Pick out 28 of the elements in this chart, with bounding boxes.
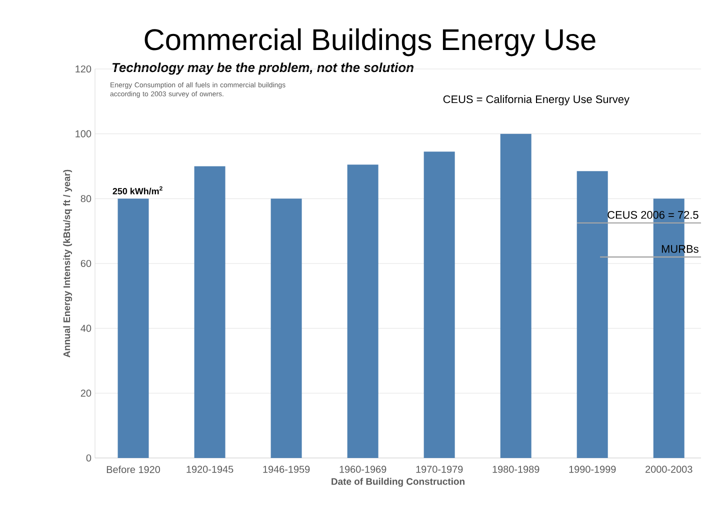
annotation: 250 kWh/m$^{2}$ <box>112 186 162 194</box>
x-tick-label: 1946-1959 <box>263 466 310 473</box>
y-axis-title: Annual Energy Intensity (kBtu/sq ft / year) <box>63 170 72 358</box>
x-tick-label: 1960-1969 <box>340 466 386 473</box>
x-tick-label: 1970-1979 <box>416 466 463 473</box>
bar <box>194 166 226 458</box>
y-tick-label: 0 <box>86 454 92 462</box>
bar <box>576 171 608 458</box>
x-tick-label: 1980-1989 <box>492 466 540 473</box>
bar <box>424 152 455 458</box>
y-tick-label: 120 <box>76 65 92 73</box>
y-tick-label: 100 <box>76 130 92 138</box>
bar <box>270 198 302 458</box>
x-tick-label: 2000-2003 <box>646 466 692 473</box>
bar <box>118 198 149 458</box>
bar <box>500 134 532 458</box>
y-tick-label: 40 <box>80 324 92 332</box>
x-tick-label: Before 1920 <box>106 466 160 474</box>
y-tick-label: 80 <box>80 195 92 202</box>
chart-subtitle: Technology may be the problem, not the solution <box>112 62 414 75</box>
y-tick-label: 60 <box>80 260 92 268</box>
x-axis-title: Date of Building Construction <box>332 478 464 487</box>
x-tick-label: 1990-1999 <box>569 466 616 473</box>
chart-title: Commercial Buildings Energy Use <box>144 28 596 56</box>
y-tick-label: 20 <box>80 390 92 397</box>
annotation: CEUS = California Energy Use Survey <box>443 95 630 106</box>
x-tick-label: 1920-1945 <box>186 466 234 473</box>
bar <box>347 164 378 458</box>
